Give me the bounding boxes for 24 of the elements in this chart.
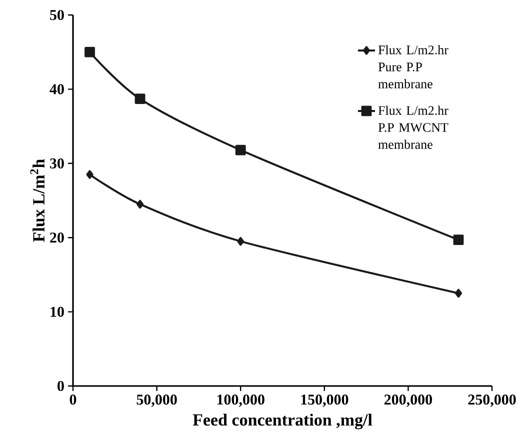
x-tick-label: 200,000 bbox=[384, 394, 432, 407]
x-tick-label: 100,000 bbox=[217, 394, 264, 407]
point bbox=[453, 234, 464, 246]
y-tick-label: 0 bbox=[58, 380, 64, 392]
x-tick-label: 150,000 bbox=[301, 394, 348, 407]
point bbox=[86, 170, 94, 179]
y-tick-label: 10 bbox=[50, 306, 64, 317]
y-tick-label: 50 bbox=[50, 10, 64, 20]
y-tick-label: 20 bbox=[50, 232, 64, 243]
point bbox=[134, 94, 146, 104]
point bbox=[84, 46, 95, 58]
x-axis-title: Feed concentration ,mg/l bbox=[192, 414, 372, 430]
legend-label: Flux L/m2.hr P.P MWCNT membrane bbox=[378, 106, 448, 149]
point bbox=[454, 288, 462, 298]
y-tick-label: 40 bbox=[50, 84, 64, 94]
legend-label: Flux L/m2.hr Pure P.P membrane bbox=[378, 45, 448, 88]
y-tick-label: 30 bbox=[50, 158, 64, 168]
x-tick-label: 0 bbox=[70, 394, 76, 405]
y-axis-title: Flux L/m$^{2}$h bbox=[30, 159, 45, 242]
point bbox=[235, 144, 246, 156]
point bbox=[237, 236, 244, 246]
point bbox=[136, 200, 144, 209]
x-tick-label: 250,000 bbox=[468, 394, 516, 407]
x-tick-label: 50,000 bbox=[136, 394, 177, 407]
